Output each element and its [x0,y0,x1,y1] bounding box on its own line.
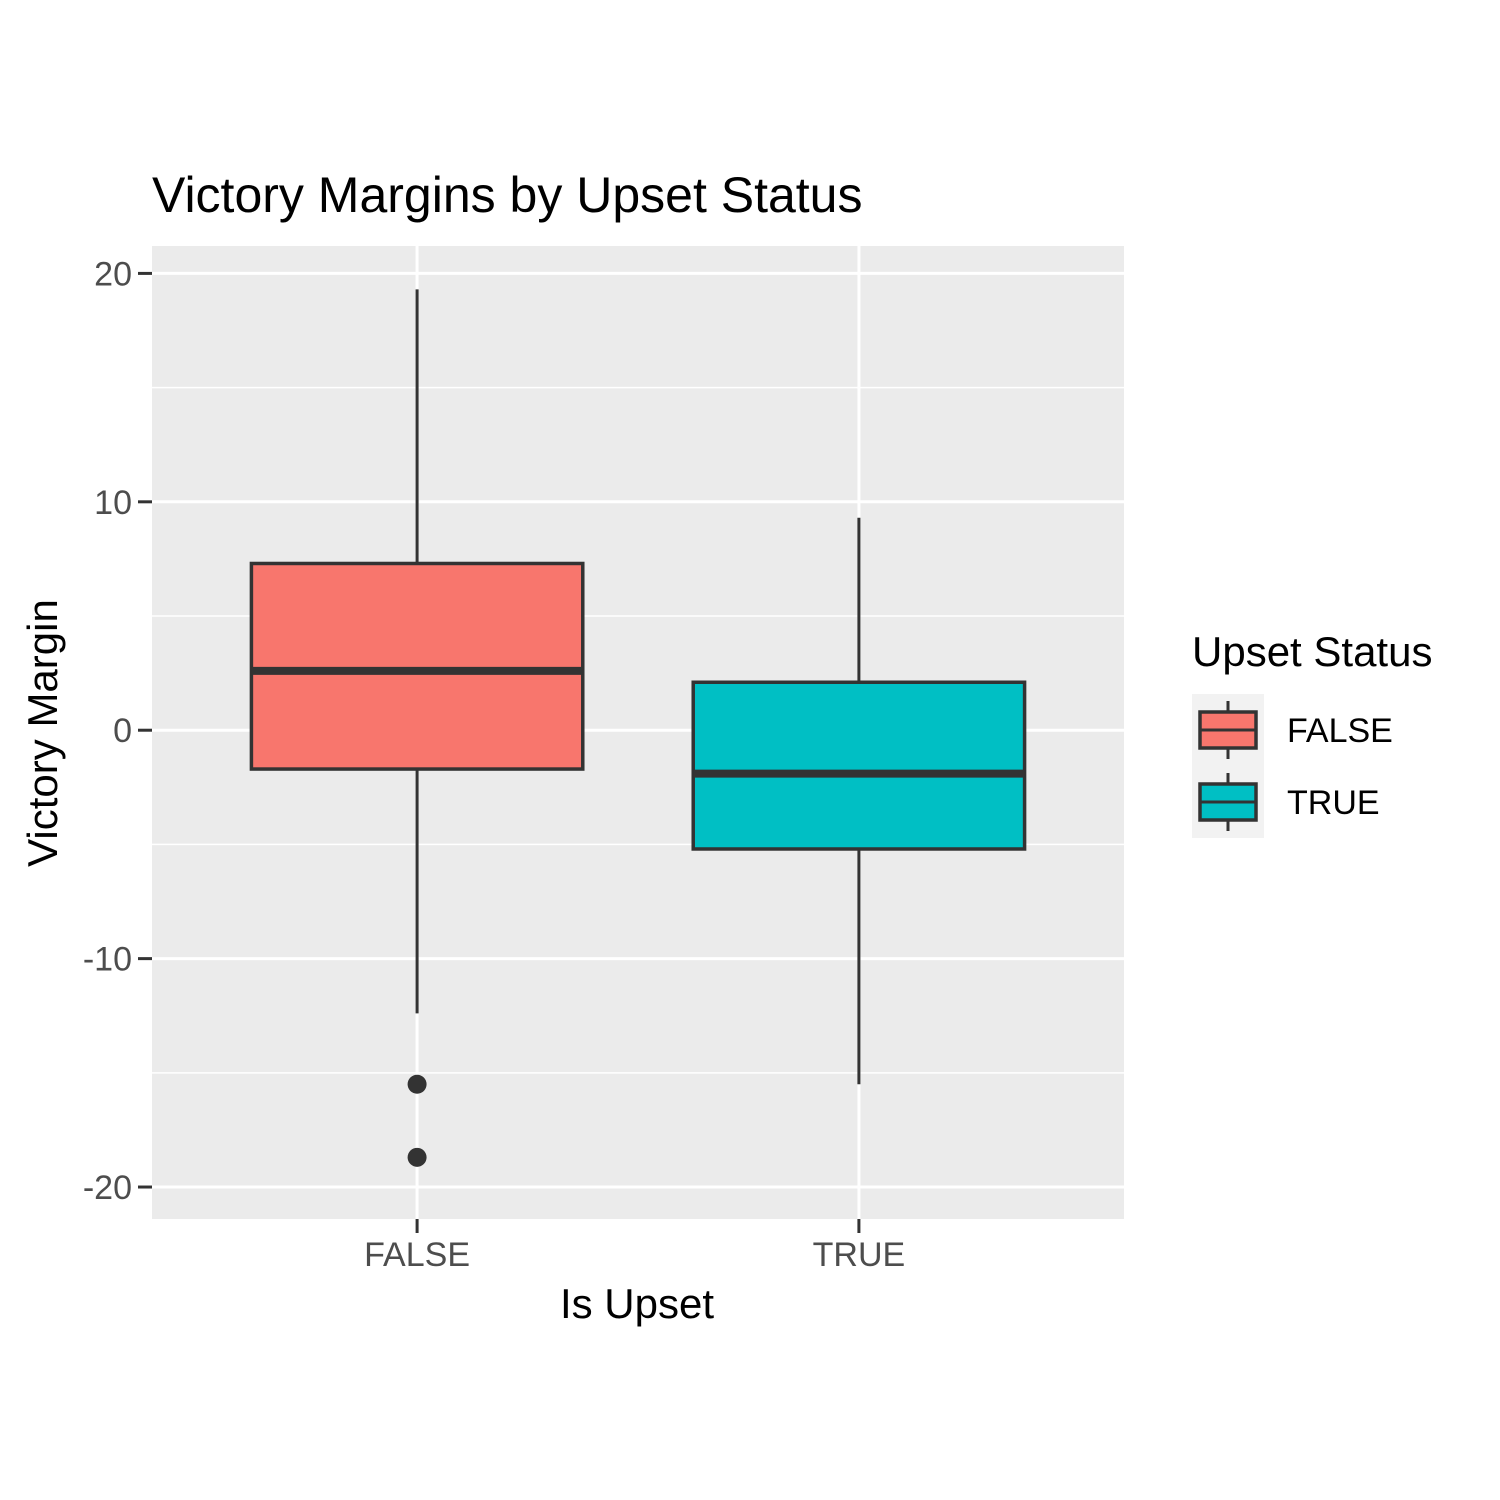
legend: Upset Status FALSE TRUE [1192,628,1432,838]
y-tick-label: 20 [94,255,132,293]
box-false [249,289,585,1167]
plot-panel [152,246,1124,1219]
legend-item-false: FALSE [1192,694,1393,766]
legend-item-true: TRUE [1192,766,1380,838]
legend-title: Upset Status [1192,628,1432,675]
x-axis-title: Is Upset [560,1280,714,1327]
chart-title: Victory Margins by Upset Status [152,167,862,223]
y-tick-label: -10 [83,941,132,979]
y-tick-label: 0 [113,712,132,750]
legend-label: TRUE [1287,784,1380,822]
legend-label: FALSE [1287,712,1393,750]
y-tick-label: -20 [83,1169,132,1207]
outlier-point [407,1147,427,1167]
box-body [691,680,1027,851]
axes: -20 -10 0 10 20 FALSE TRUE [83,255,905,1274]
outlier-point [407,1074,427,1094]
x-tick-label: FALSE [364,1236,470,1274]
y-axis-title: Victory Margin [19,599,66,867]
box-true [691,517,1027,1085]
box-body [249,561,585,771]
x-tick-label: TRUE [813,1236,906,1274]
y-tick-label: 10 [94,484,132,522]
